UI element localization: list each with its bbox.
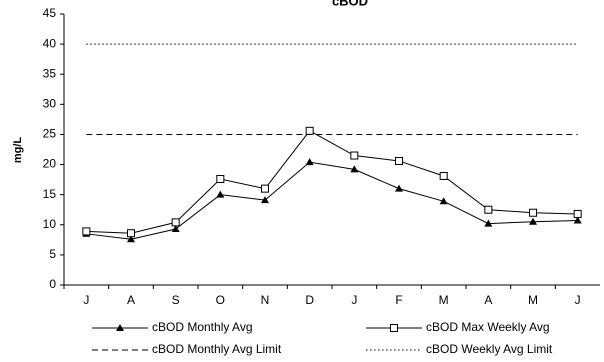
y-tick-label: 40 — [43, 36, 57, 50]
x-tick-label: J — [83, 293, 89, 307]
y-tick-label: 35 — [43, 66, 57, 80]
series-line — [86, 161, 578, 240]
x-tick-label: S — [172, 293, 180, 307]
y-tick-label: 0 — [49, 277, 56, 291]
legend-label: cBOD Weekly Avg Limit — [426, 342, 553, 356]
x-tick-label: D — [305, 293, 314, 307]
y-tick-label: 30 — [43, 97, 57, 111]
marker — [529, 217, 537, 225]
marker — [216, 190, 225, 198]
x-tick-label: J — [351, 293, 357, 307]
marker — [395, 156, 403, 165]
marker — [216, 175, 225, 184]
marker — [390, 324, 398, 332]
chart-title: cBOD — [332, 0, 368, 8]
marker — [395, 184, 403, 192]
marker — [484, 219, 493, 227]
x-tick-label: O — [216, 293, 225, 307]
marker — [439, 197, 448, 205]
series-line — [86, 130, 578, 234]
x-tick-label: M — [439, 293, 449, 307]
marker — [350, 151, 359, 160]
marker — [127, 235, 135, 243]
legend-label: cBOD Max Weekly Avg — [426, 320, 550, 334]
marker — [573, 209, 582, 218]
marker — [529, 208, 537, 217]
legend-label: cBOD Monthly Avg — [152, 320, 253, 334]
x-tick-label: J — [575, 293, 581, 307]
marker — [439, 171, 448, 180]
x-tick-label: F — [395, 293, 402, 307]
y-tick-label: 45 — [43, 6, 57, 20]
x-tick-label: N — [261, 293, 270, 307]
y-tick-label: 25 — [43, 127, 57, 141]
marker — [127, 229, 135, 238]
marker — [484, 205, 493, 214]
marker — [171, 218, 180, 227]
y-axis-label: mg/L — [12, 137, 24, 164]
marker — [82, 227, 91, 236]
x-tick-label: A — [484, 293, 492, 307]
y-tick-label: 10 — [43, 217, 57, 231]
x-tick-label: A — [127, 293, 135, 307]
x-tick-label: M — [528, 293, 538, 307]
marker — [261, 196, 269, 204]
marker — [116, 324, 124, 331]
y-tick-label: 20 — [43, 157, 57, 171]
legend-label: cBOD Monthly Avg Limit — [152, 342, 282, 356]
y-tick-label: 5 — [49, 247, 56, 261]
marker — [573, 216, 582, 224]
marker — [305, 126, 314, 135]
marker — [350, 165, 359, 173]
y-tick-label: 15 — [43, 187, 57, 201]
marker — [171, 224, 180, 232]
marker — [305, 158, 314, 166]
marker — [261, 184, 269, 193]
